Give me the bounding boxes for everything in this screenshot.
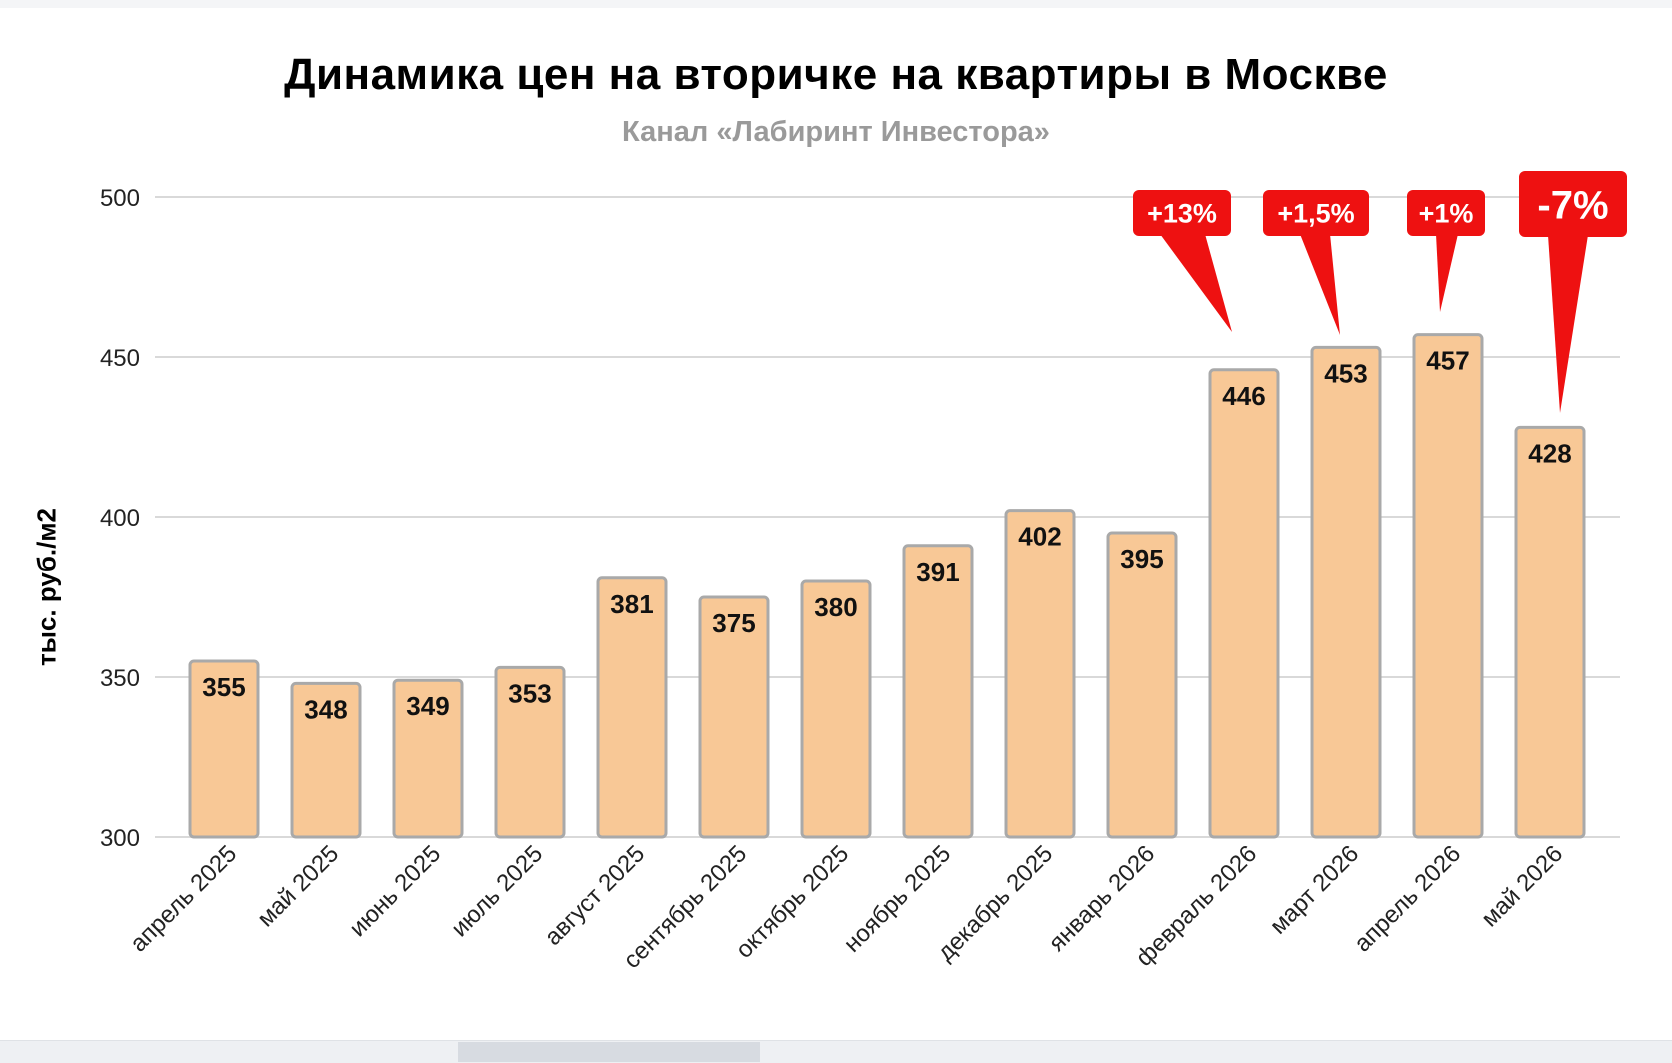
- x-category-label: апрель 2026: [1349, 840, 1466, 957]
- bar-14: [1514, 425, 1586, 839]
- y-tick-label: 400: [100, 505, 140, 532]
- x-category-labels: апрель 2025 май 2025 июнь 2025 июль 2025авг…: [125, 840, 1568, 974]
- bar-value-label: 428: [1528, 438, 1571, 468]
- callout-pointer: [1160, 234, 1232, 332]
- bar-value-label: 348: [304, 694, 347, 724]
- bar-10: [1106, 531, 1178, 839]
- bar-12: [1310, 345, 1382, 839]
- bar-chart: 300 350 400 450 500 355 348 349 353 381 375 380 391…: [100, 171, 1627, 974]
- x-category-label: май 2025: [252, 840, 344, 932]
- bar-4: [494, 665, 566, 839]
- y-tick-label: 300: [100, 825, 140, 852]
- y-tick-label: 500: [100, 185, 140, 212]
- bar-value-label: 395: [1120, 544, 1163, 574]
- bar-value-label: 453: [1324, 358, 1367, 388]
- chart-subtitle: Канал «Лабиринт Инвестора»: [622, 116, 1050, 148]
- callout-text: +1%: [1419, 199, 1474, 229]
- y-tick-label: 350: [100, 665, 140, 692]
- horizontal-scrollbar[interactable]: [0, 1040, 1672, 1063]
- bar-value-label: 391: [916, 557, 959, 587]
- callout-text: -7%: [1537, 183, 1608, 227]
- callouts: +13% +1,5% +1% -7%: [1133, 171, 1627, 413]
- bar-1: [188, 659, 260, 839]
- callout-pointer: [1548, 235, 1588, 413]
- bar-6: [698, 595, 770, 839]
- x-category-label: август 2025: [539, 840, 650, 951]
- x-category-label: июль 2025: [446, 840, 548, 942]
- callout-badge: [1263, 190, 1369, 236]
- x-category-label: май 2026: [1476, 840, 1568, 932]
- top-band: [0, 0, 1672, 8]
- bar-13: [1412, 333, 1484, 839]
- bar-value-label: 355: [202, 672, 245, 702]
- bar-value-label: 457: [1426, 346, 1469, 376]
- bar-value-label: 380: [814, 592, 857, 622]
- bar-value-label: 446: [1222, 381, 1265, 411]
- callout-text: +13%: [1147, 199, 1217, 229]
- bar-2: [290, 681, 362, 839]
- x-category-label: апрель 2025: [125, 840, 242, 957]
- callout-badge: [1519, 171, 1627, 237]
- gridlines: [155, 196, 1620, 838]
- x-category-label: март 2026: [1265, 840, 1365, 940]
- y-tick-label: 450: [100, 345, 140, 372]
- bar-9: [1004, 509, 1076, 839]
- bar-value-label: 375: [712, 608, 755, 638]
- bar-3: [392, 678, 464, 839]
- callout-1: +13%: [1133, 190, 1232, 332]
- bar-11: [1208, 368, 1280, 839]
- bar-8: [902, 544, 974, 839]
- bar-value-label: 353: [508, 678, 551, 708]
- callout-pointer: [1436, 234, 1458, 312]
- callout-2: +1,5%: [1263, 190, 1369, 335]
- callout-text: +1,5%: [1277, 199, 1354, 229]
- callout-3: +1%: [1407, 190, 1485, 312]
- scrollbar-thumb[interactable]: [458, 1042, 760, 1062]
- x-category-label: июнь 2025: [344, 840, 446, 942]
- bar-value-label: 381: [610, 589, 653, 619]
- bar-value-label: 349: [406, 691, 449, 721]
- callout-4: -7%: [1519, 171, 1627, 413]
- bar-value-label: 402: [1018, 522, 1061, 552]
- callout-pointer: [1300, 234, 1340, 335]
- y-ticks: 300 350 400 450 500: [100, 185, 140, 852]
- bars: 355 348 349 353 381 375 380 391 402 395 446 453 457 4…: [188, 333, 1586, 839]
- callout-badge: [1407, 190, 1485, 236]
- chart-title: Динамика цен на вторичке на квартиры в М…: [284, 50, 1388, 99]
- bar-5: [596, 576, 668, 839]
- callout-badge: [1133, 190, 1231, 236]
- bar-7: [800, 579, 872, 839]
